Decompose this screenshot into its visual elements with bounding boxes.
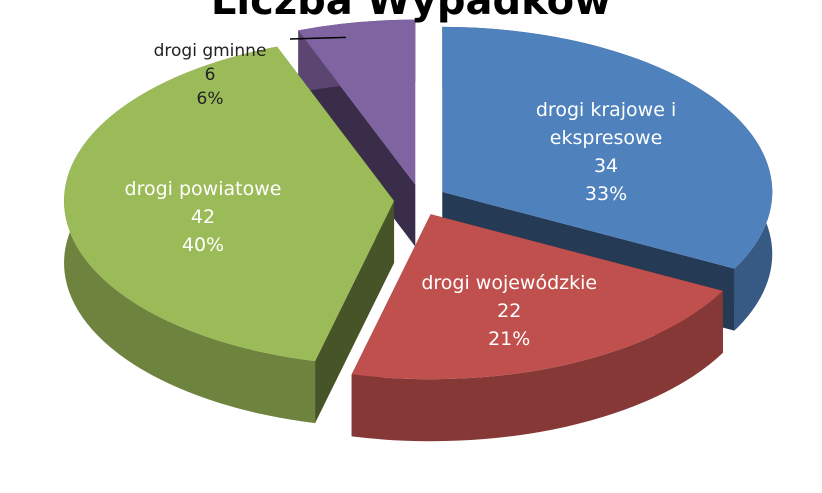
percent-label: 40% (181, 233, 225, 256)
slice (351, 214, 723, 442)
slice-label: drogi powiatowe 42 40% (113, 175, 293, 259)
category-label: drogi krajowe i ekspresowe (535, 99, 677, 150)
value-label: 42 (190, 205, 216, 228)
category-label: drogi wojewódzkie (421, 272, 598, 295)
slice-top (351, 214, 723, 380)
slice-top (442, 26, 773, 269)
slice-label: drogi gminne 6 6% (135, 39, 285, 111)
leader-line (289, 36, 346, 40)
category-label: drogi powiatowe (124, 177, 282, 200)
slice (64, 46, 395, 424)
slice-top (64, 46, 395, 362)
value-label: 6 (204, 65, 216, 85)
category-label: drogi gminne (153, 41, 267, 61)
slice-label: drogi krajowe i ekspresowe 34 33% (516, 96, 696, 208)
percent-label: 33% (584, 183, 628, 206)
chart-title: Liczba Wypadków (210, 0, 612, 24)
value-label: 22 (497, 300, 522, 323)
value-label: 34 (593, 155, 619, 178)
percent-label: 21% (488, 328, 531, 351)
slice-label: drogi wojewódzkie 22 21% (419, 269, 599, 353)
slice-wall (351, 290, 723, 442)
slice-side (315, 200, 395, 424)
percent-label: 6% (196, 89, 224, 109)
slice-top (298, 19, 416, 185)
